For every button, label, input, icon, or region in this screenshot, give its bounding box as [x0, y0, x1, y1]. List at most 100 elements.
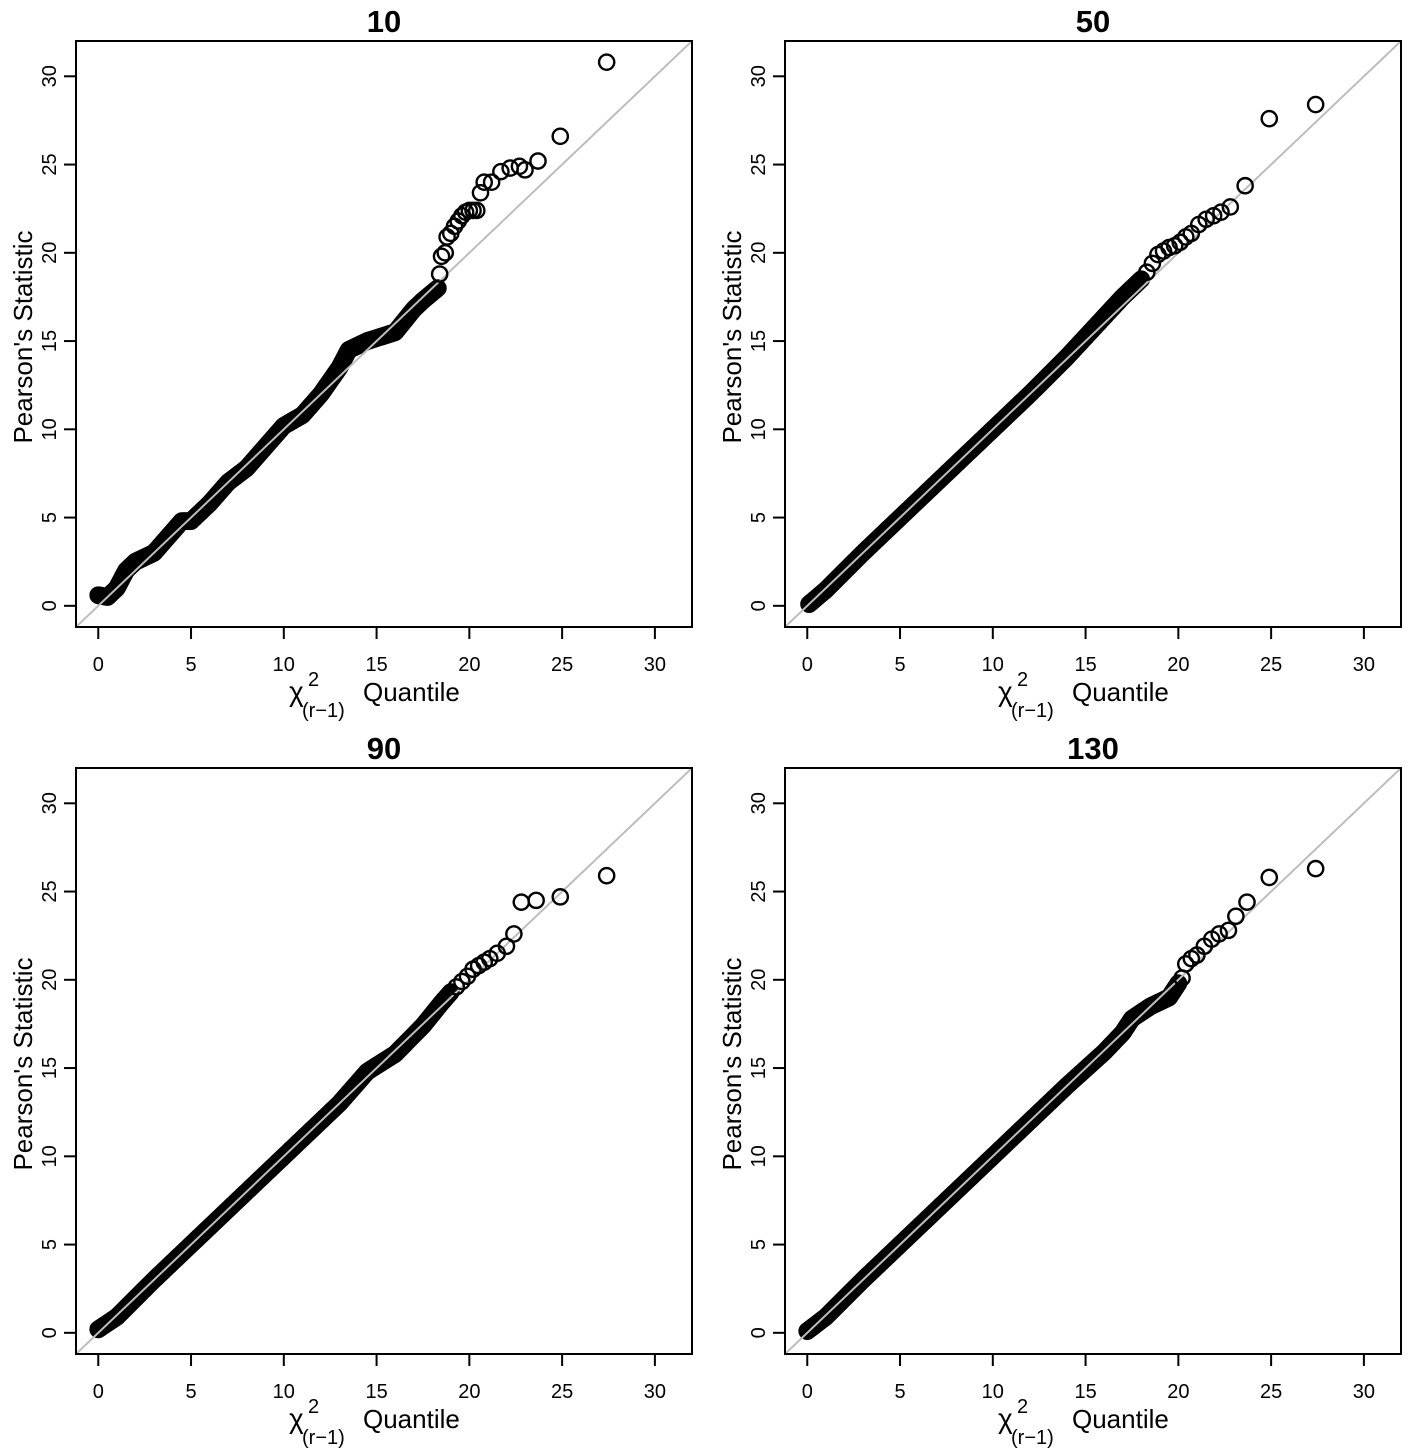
data-point	[1138, 263, 1156, 282]
plot-frame	[75, 40, 693, 628]
x-axis-label-symbol: χ	[289, 1403, 304, 1434]
x-axis-label: χ 2 (r−1) Quantile	[998, 1396, 1169, 1449]
data-point	[529, 152, 547, 170]
chart-title: 130	[1067, 731, 1119, 766]
x-tick-label: 30	[644, 654, 666, 676]
x-tick-label: 0	[93, 1381, 104, 1403]
data-point	[597, 866, 616, 885]
data-point	[447, 978, 466, 996]
y-tick-label: 25	[39, 153, 61, 175]
data-point	[551, 888, 570, 906]
data-point	[1227, 907, 1245, 926]
y-tick-label: 10	[748, 418, 770, 440]
data-point	[453, 972, 471, 991]
data-point	[438, 228, 456, 246]
x-tick-label: 15	[365, 654, 387, 676]
x-axis-label-subscript: (r−1)	[302, 1427, 345, 1449]
data-point	[1143, 254, 1162, 273]
reference-line	[76, 768, 692, 1354]
data-point	[1171, 233, 1190, 252]
x-axis-label-symbol: χ	[998, 1403, 1013, 1434]
panel-90: 90 0 5 10 15 20 25 30 0 5 10 15 20 25 30 Pearson's Stat…	[0, 727, 708, 1453]
y-tick-label: 15	[39, 1057, 61, 1079]
data-point	[597, 53, 616, 71]
x-tick-label: 0	[802, 1381, 813, 1403]
plot-frame	[784, 767, 1402, 1355]
y-tick-label: 5	[39, 1239, 61, 1250]
data-point	[471, 183, 490, 202]
y-tick-label: 20	[748, 969, 770, 991]
data-point	[1236, 176, 1254, 195]
chart-svg: 130 0 5 10 15 20 25 30 0 5 10 15 20 25 30 Pearson's Sta…	[717, 731, 1402, 1449]
x-tick-label: 30	[644, 1381, 666, 1403]
plot-area	[785, 41, 1401, 627]
y-tick-label: 15	[39, 330, 61, 352]
data-point	[430, 265, 449, 283]
y-tick-label: 5	[39, 512, 61, 523]
reference-line	[76, 41, 692, 627]
data-point	[436, 244, 455, 262]
y-tick-label: 30	[748, 792, 770, 814]
y-tick-label: 20	[39, 969, 61, 991]
y-tick-label: 30	[748, 65, 770, 87]
plot-area	[785, 768, 1401, 1354]
x-tick-label: 10	[982, 654, 1004, 676]
y-tick-label: 25	[748, 153, 770, 175]
x-tick-label: 30	[1353, 1381, 1375, 1403]
x-tick-label: 10	[273, 1381, 295, 1403]
y-tick-label: 30	[39, 792, 61, 814]
x-tick-label: 10	[273, 654, 295, 676]
data-point	[432, 247, 451, 266]
plot-frame	[784, 40, 1402, 628]
data-point	[551, 127, 570, 146]
x-tick-label: 15	[1074, 1381, 1096, 1403]
data-point	[1260, 868, 1279, 887]
x-tick-label: 0	[93, 654, 104, 676]
y-axis-label: Pearson's Statistic	[8, 957, 38, 1170]
x-axis-label: χ 2 (r−1) Quantile	[289, 669, 460, 722]
y-tick-label: 0	[748, 600, 770, 611]
y-tick-label: 5	[748, 1239, 770, 1250]
panel-130: 130 0 5 10 15 20 25 30 0 5 10 15 20 25 30 Pearson's Sta…	[709, 727, 1417, 1453]
data-point	[1306, 95, 1325, 114]
plot-area	[76, 41, 692, 627]
data-point	[441, 983, 460, 1002]
y-tick-label: 25	[39, 880, 61, 902]
x-tick-label: 20	[1167, 1381, 1189, 1403]
x-axis-label-superscript: 2	[308, 1396, 319, 1418]
x-axis-label-text: Quantile	[363, 1404, 460, 1434]
data-point	[1221, 198, 1240, 216]
x-tick-label: 20	[458, 654, 480, 676]
x-axis-label-subscript: (r−1)	[302, 700, 345, 722]
x-tick-label: 5	[185, 654, 196, 676]
chart-title: 10	[367, 4, 401, 39]
data-point	[1306, 859, 1325, 878]
x-tick-label: 10	[982, 1381, 1004, 1403]
y-tick-label: 10	[39, 1145, 61, 1167]
data-point	[527, 891, 545, 910]
reference-line	[785, 41, 1401, 627]
data-point	[482, 173, 501, 192]
x-axis-label-text: Quantile	[363, 677, 460, 707]
x-tick-label: 5	[894, 654, 905, 676]
y-axis-label: Pearson's Statistic	[717, 230, 747, 443]
data-point	[1238, 893, 1256, 911]
x-tick-label: 0	[802, 654, 813, 676]
data-point	[512, 893, 531, 911]
x-tick-label: 30	[1353, 654, 1375, 676]
x-axis-label-text: Quantile	[1072, 677, 1169, 707]
panel-50: 50 0 5 10 15 20 25 30 0 5 10 15 20 25 30 Pearson's Stat…	[709, 0, 1417, 726]
chart-title: 90	[367, 731, 401, 766]
data-point	[475, 173, 493, 192]
chart-svg: 50 0 5 10 15 20 25 30 0 5 10 15 20 25 30 Pearson's Stat…	[717, 4, 1402, 722]
x-tick-label: 20	[458, 1381, 480, 1403]
x-axis-label-subscript: (r−1)	[1011, 1427, 1054, 1449]
x-axis-label: χ 2 (r−1) Quantile	[998, 669, 1169, 722]
data-point	[497, 937, 516, 956]
y-tick-label: 20	[39, 242, 61, 264]
data-point	[1260, 109, 1279, 128]
y-tick-label: 5	[748, 512, 770, 523]
data-point	[1176, 955, 1195, 973]
data-point	[492, 162, 510, 181]
y-tick-label: 15	[748, 330, 770, 352]
